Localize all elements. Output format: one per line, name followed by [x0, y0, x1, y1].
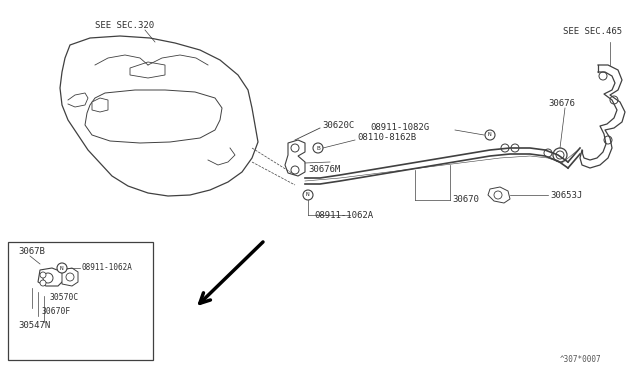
Circle shape: [610, 96, 618, 104]
Text: 08911-1062A: 08911-1062A: [82, 263, 133, 273]
Circle shape: [599, 72, 607, 80]
Circle shape: [313, 143, 323, 153]
Text: 30670: 30670: [452, 196, 479, 205]
Circle shape: [40, 280, 46, 286]
Circle shape: [544, 149, 552, 157]
Text: 08110-8162B: 08110-8162B: [357, 134, 416, 142]
Polygon shape: [60, 36, 258, 196]
Text: SEE SEC.320: SEE SEC.320: [95, 22, 154, 31]
Text: B: B: [316, 145, 320, 151]
Text: N: N: [488, 132, 492, 138]
Circle shape: [485, 130, 495, 140]
Text: SEE SEC.465: SEE SEC.465: [563, 28, 622, 36]
Circle shape: [556, 151, 564, 159]
Polygon shape: [38, 268, 64, 286]
Polygon shape: [488, 187, 510, 203]
Text: ^307*0007: ^307*0007: [560, 356, 602, 365]
Circle shape: [303, 190, 313, 200]
Text: 08911-1062A: 08911-1062A: [314, 211, 373, 219]
Polygon shape: [92, 98, 108, 112]
Circle shape: [66, 273, 74, 281]
Text: 30676M: 30676M: [308, 166, 340, 174]
Text: N: N: [60, 266, 64, 270]
Polygon shape: [285, 140, 305, 176]
Circle shape: [604, 136, 612, 144]
Circle shape: [43, 273, 53, 283]
Circle shape: [40, 272, 46, 278]
Polygon shape: [130, 62, 165, 78]
Text: N: N: [306, 192, 310, 198]
Text: 30547N: 30547N: [18, 321, 51, 330]
Text: 30620C: 30620C: [322, 122, 355, 131]
Text: 3067B: 3067B: [18, 247, 45, 257]
Circle shape: [291, 144, 299, 152]
Circle shape: [501, 144, 509, 152]
Bar: [8, 242, 153, 360]
Circle shape: [553, 148, 567, 162]
Polygon shape: [85, 90, 222, 143]
Circle shape: [494, 191, 502, 199]
Circle shape: [57, 263, 67, 273]
Circle shape: [291, 166, 299, 174]
Text: 30676: 30676: [548, 99, 575, 109]
Text: 08911-1082G: 08911-1082G: [370, 124, 429, 132]
Circle shape: [511, 144, 519, 152]
Text: 30570C: 30570C: [50, 294, 79, 302]
Text: 30653J: 30653J: [550, 190, 582, 199]
Polygon shape: [62, 268, 78, 286]
Text: 30670F: 30670F: [42, 308, 71, 317]
